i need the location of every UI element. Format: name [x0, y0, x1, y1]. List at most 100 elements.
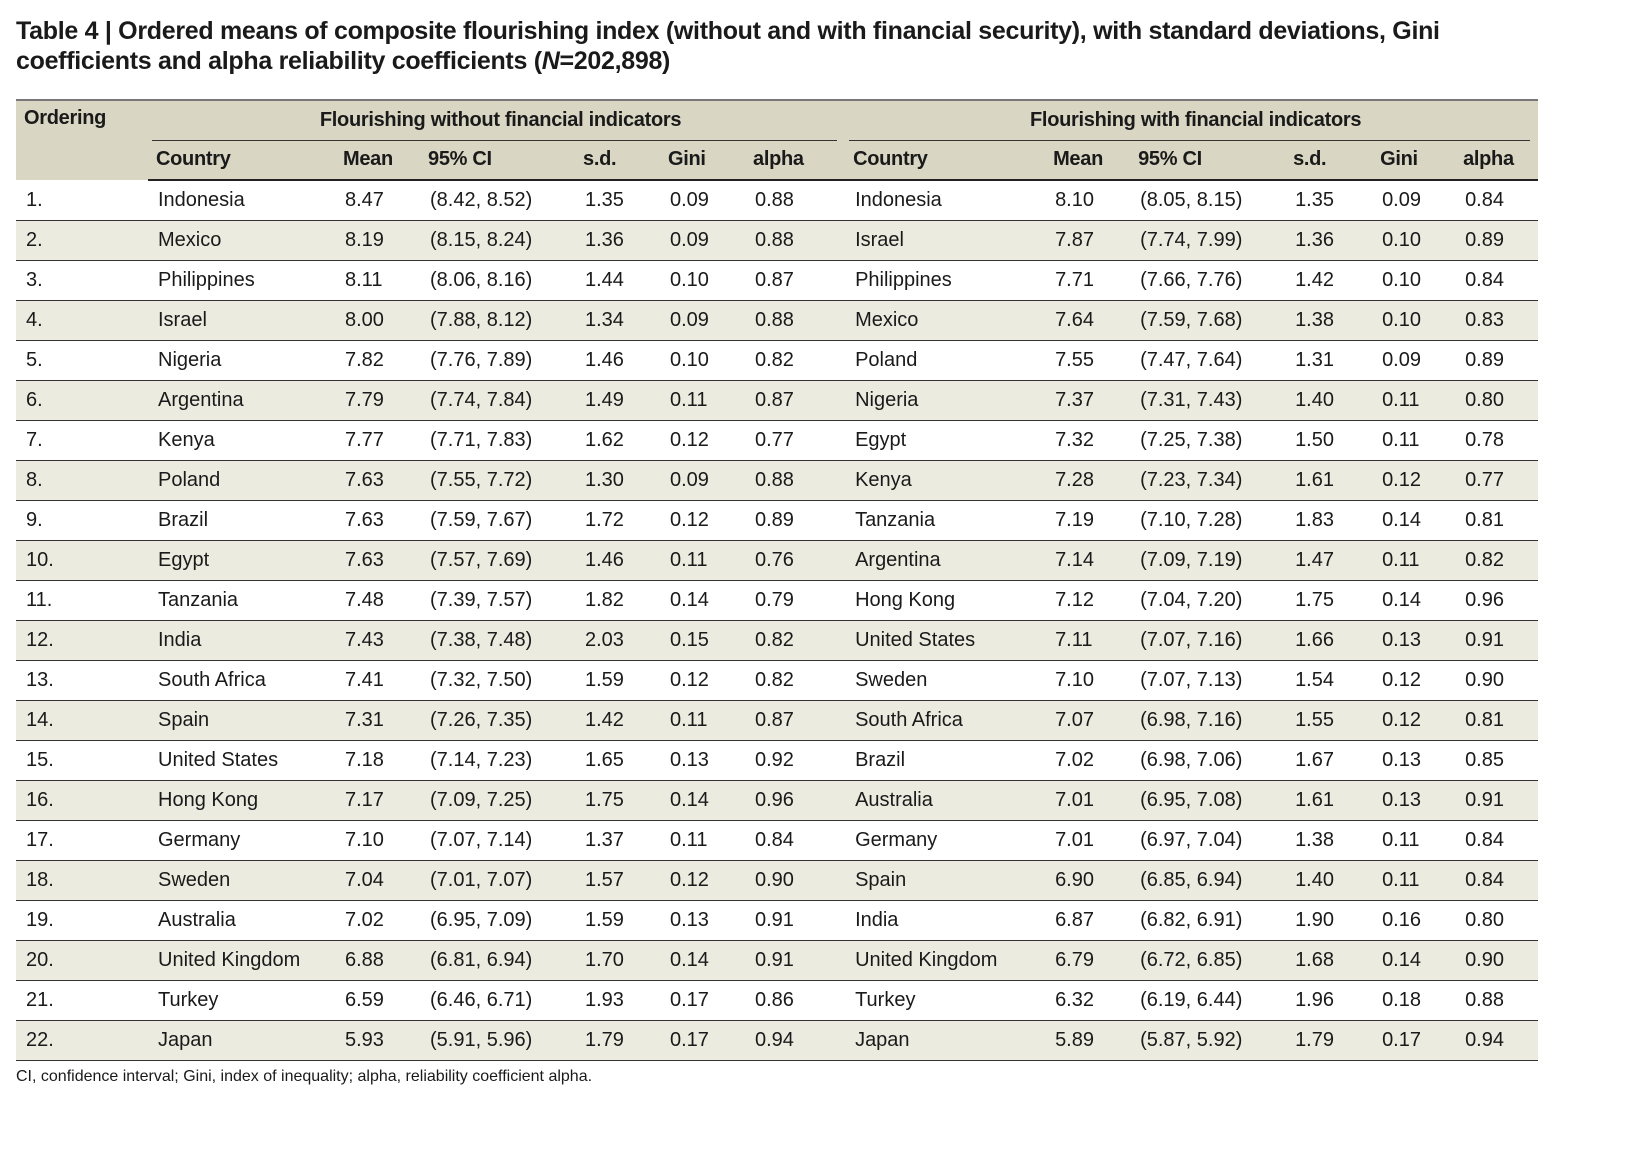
cell-alpha-with: 0.82 — [1455, 540, 1539, 581]
cell-country-without: Indonesia — [148, 180, 335, 221]
cell-mean-with: 7.10 — [1045, 660, 1131, 701]
group-underline — [849, 140, 1531, 141]
header-group-without: Flourishing without financial indicators — [148, 99, 846, 141]
cell-alpha-with: 0.83 — [1455, 300, 1539, 341]
cell-country-with: Egypt — [845, 420, 1046, 461]
cell-sd-with: 1.61 — [1285, 460, 1373, 501]
cell-alpha-without: 0.94 — [745, 1020, 846, 1061]
cell-sd-without: 1.46 — [575, 340, 660, 381]
header-ci-with: 95% CI — [1130, 140, 1286, 181]
cell-gini-with: 0.13 — [1372, 780, 1456, 821]
cell-ordering: 19. — [16, 900, 148, 941]
cell-alpha-with: 0.80 — [1455, 900, 1539, 941]
cell-alpha-with: 0.80 — [1455, 380, 1539, 421]
cell-alpha-with: 0.89 — [1455, 220, 1539, 261]
cell-ordering: 12. — [16, 620, 148, 661]
cell-mean-without: 7.77 — [335, 420, 420, 461]
cell-sd-without: 1.62 — [575, 420, 660, 461]
cell-ordering: 6. — [16, 380, 148, 421]
cell-alpha-with: 0.88 — [1455, 980, 1539, 1021]
cell-gini-without: 0.11 — [660, 380, 745, 421]
cell-alpha-with: 0.84 — [1455, 860, 1539, 901]
header-group-with-label: Flourishing with financial indicators — [1030, 109, 1362, 131]
header-country-without: Country — [148, 140, 335, 181]
cell-mean-with: 7.28 — [1045, 460, 1131, 501]
flourishing-table: Ordering Flourishing without financial i… — [16, 99, 1539, 1061]
cell-mean-without: 7.04 — [335, 860, 420, 901]
cell-gini-without: 0.11 — [660, 820, 745, 861]
cell-gini-with: 0.13 — [1372, 620, 1456, 661]
cell-country-without: United Kingdom — [148, 940, 335, 981]
cell-country-with: South Africa — [845, 700, 1046, 741]
cell-gini-with: 0.10 — [1372, 260, 1456, 301]
cell-alpha-without: 0.86 — [745, 980, 846, 1021]
cell-ci-without: (7.38, 7.48) — [420, 620, 575, 661]
table-row: 19. Australia 7.02 (6.95, 7.09) 1.59 0.13 0.91… — [16, 900, 1539, 941]
header-country-with: Country — [845, 140, 1046, 181]
cell-mean-without: 7.41 — [335, 660, 420, 701]
cell-country-with: Hong Kong — [845, 580, 1046, 621]
cell-mean-with: 7.19 — [1045, 500, 1131, 541]
cell-alpha-with: 0.84 — [1455, 260, 1539, 301]
cell-ci-with: (6.98, 7.16) — [1130, 700, 1286, 741]
cell-mean-without: 7.79 — [335, 380, 420, 421]
title-n-label: N — [541, 47, 560, 75]
table-row: 13. South Africa 7.41 (7.32, 7.50) 1.59 0.12 0… — [16, 660, 1539, 701]
cell-mean-with: 6.87 — [1045, 900, 1131, 941]
cell-ci-without: (7.74, 7.84) — [420, 380, 575, 421]
cell-mean-without: 7.43 — [335, 620, 420, 661]
cell-ci-with: (5.87, 5.92) — [1130, 1020, 1286, 1061]
cell-gini-with: 0.10 — [1372, 220, 1456, 261]
cell-alpha-without: 0.89 — [745, 500, 846, 541]
cell-country-without: Argentina — [148, 380, 335, 421]
table-row: 22. Japan 5.93 (5.91, 5.96) 1.79 0.17 0.94 Japa… — [16, 1020, 1539, 1061]
cell-gini-with: 0.18 — [1372, 980, 1456, 1021]
table-row: 18. Sweden 7.04 (7.01, 7.07) 1.57 0.12 0.90 Spa… — [16, 860, 1539, 901]
cell-mean-with: 7.11 — [1045, 620, 1131, 661]
cell-ordering: 5. — [16, 340, 148, 381]
cell-gini-without: 0.09 — [660, 180, 745, 221]
cell-sd-with: 1.67 — [1285, 740, 1373, 781]
cell-ci-with: (7.47, 7.64) — [1130, 340, 1286, 381]
cell-mean-without: 7.18 — [335, 740, 420, 781]
cell-ci-without: (8.42, 8.52) — [420, 180, 575, 221]
cell-gini-without: 0.10 — [660, 260, 745, 301]
table-row: 8. Poland 7.63 (7.55, 7.72) 1.30 0.09 0.88 Keny… — [16, 460, 1539, 501]
header-mean-with: Mean — [1045, 140, 1131, 181]
cell-gini-without: 0.12 — [660, 660, 745, 701]
cell-ordering: 13. — [16, 660, 148, 701]
cell-alpha-without: 0.90 — [745, 860, 846, 901]
cell-country-without: Australia — [148, 900, 335, 941]
cell-ci-with: (7.07, 7.13) — [1130, 660, 1286, 701]
cell-gini-with: 0.11 — [1372, 820, 1456, 861]
cell-sd-without: 1.44 — [575, 260, 660, 301]
cell-alpha-without: 0.88 — [745, 220, 846, 261]
cell-ci-with: (7.66, 7.76) — [1130, 260, 1286, 301]
cell-gini-without: 0.14 — [660, 580, 745, 621]
cell-ci-without: (7.14, 7.23) — [420, 740, 575, 781]
cell-country-without: Turkey — [148, 980, 335, 1021]
cell-sd-with: 1.47 — [1285, 540, 1373, 581]
cell-mean-without: 7.17 — [335, 780, 420, 821]
cell-ci-without: (7.32, 7.50) — [420, 660, 575, 701]
cell-country-with: Germany — [845, 820, 1046, 861]
cell-gini-without: 0.17 — [660, 1020, 745, 1061]
cell-ci-with: (6.97, 7.04) — [1130, 820, 1286, 861]
cell-country-with: Israel — [845, 220, 1046, 261]
cell-sd-without: 1.36 — [575, 220, 660, 261]
cell-sd-with: 1.42 — [1285, 260, 1373, 301]
cell-ci-with: (7.23, 7.34) — [1130, 460, 1286, 501]
cell-alpha-with: 0.91 — [1455, 780, 1539, 821]
cell-ci-without: (6.46, 6.71) — [420, 980, 575, 1021]
cell-ci-with: (8.05, 8.15) — [1130, 180, 1286, 221]
cell-mean-without: 8.47 — [335, 180, 420, 221]
cell-country-without: Israel — [148, 300, 335, 341]
cell-ci-with: (7.07, 7.16) — [1130, 620, 1286, 661]
cell-sd-with: 1.79 — [1285, 1020, 1373, 1061]
cell-country-with: Mexico — [845, 300, 1046, 341]
table-row: 17. Germany 7.10 (7.07, 7.14) 1.37 0.11 0.84 Ge… — [16, 820, 1539, 861]
cell-sd-without: 1.46 — [575, 540, 660, 581]
table-row: 10. Egypt 7.63 (7.57, 7.69) 1.46 0.11 0.76 Arge… — [16, 540, 1539, 581]
cell-gini-with: 0.14 — [1372, 940, 1456, 981]
cell-mean-without: 7.63 — [335, 500, 420, 541]
